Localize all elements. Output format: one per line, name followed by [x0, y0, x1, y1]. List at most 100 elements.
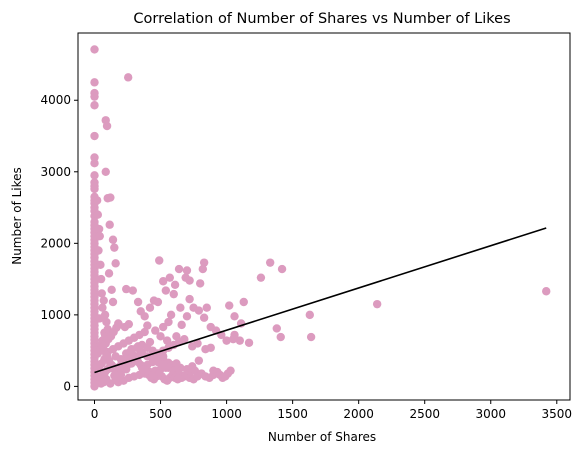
- data-point: [102, 121, 112, 131]
- chart-title: Correlation of Number of Shares vs Numbe…: [133, 11, 510, 27]
- y-tick-label: 2000: [40, 236, 71, 250]
- data-point: [104, 269, 114, 278]
- data-point: [107, 285, 116, 295]
- data-point: [124, 319, 134, 329]
- data-point: [96, 274, 106, 284]
- data-point: [165, 273, 174, 282]
- data-point: [93, 210, 103, 219]
- data-point: [372, 299, 382, 309]
- data-point: [185, 294, 194, 304]
- data-point: [277, 264, 287, 274]
- x-axis: 0 500 1000 1500 2000 2500 3000 3500: [91, 400, 572, 421]
- x-tick-label: 1500: [277, 407, 308, 421]
- data-point: [92, 372, 102, 381]
- data-point: [276, 332, 285, 342]
- data-point: [108, 235, 118, 244]
- data-point: [305, 310, 314, 320]
- data-point: [94, 246, 103, 255]
- data-point: [225, 301, 234, 310]
- data-point: [182, 266, 192, 275]
- data-point: [170, 280, 180, 290]
- data-point: [202, 303, 211, 312]
- data-point: [99, 296, 108, 305]
- data-point: [158, 277, 168, 286]
- data-point: [222, 336, 231, 345]
- data-point: [98, 303, 107, 312]
- data-point: [244, 338, 254, 347]
- data-point: [155, 256, 164, 265]
- data-point: [140, 312, 149, 321]
- data-point: [90, 92, 99, 101]
- data-point: [194, 356, 204, 365]
- data-point: [198, 264, 208, 274]
- data-point: [194, 306, 204, 315]
- data-point: [128, 286, 138, 295]
- data-point: [90, 171, 99, 180]
- data-point: [100, 310, 110, 320]
- data-point: [272, 324, 281, 333]
- data-point: [199, 258, 209, 267]
- data-point: [172, 359, 181, 368]
- data-point: [145, 303, 155, 312]
- data-point: [230, 312, 239, 321]
- data-point: [111, 259, 120, 268]
- data-point: [92, 196, 102, 205]
- data-point: [123, 73, 133, 82]
- data-point: [195, 279, 205, 288]
- data-point: [177, 320, 186, 330]
- data-point: [174, 264, 184, 274]
- data-point: [306, 332, 316, 342]
- data-point: [90, 184, 99, 194]
- points-layer: [90, 45, 551, 391]
- x-tick-label: 2500: [409, 407, 440, 421]
- data-point: [226, 366, 235, 375]
- data-point: [158, 322, 168, 332]
- data-point: [169, 289, 178, 299]
- data-point: [94, 224, 104, 234]
- data-point: [166, 310, 176, 320]
- data-point: [133, 297, 143, 307]
- data-point: [140, 327, 149, 337]
- data-point: [256, 273, 266, 282]
- data-point: [182, 312, 192, 321]
- data-point: [201, 345, 210, 354]
- y-tick-label: 3000: [40, 165, 71, 179]
- data-point: [239, 297, 248, 307]
- data-point: [90, 159, 99, 168]
- data-point: [90, 78, 99, 87]
- y-axis: 0 1000 2000 3000 4000: [40, 93, 78, 393]
- data-point: [149, 296, 159, 305]
- trend-line: [94, 227, 547, 374]
- data-point: [108, 297, 118, 307]
- x-tick-label: 1000: [211, 407, 242, 421]
- data-point: [151, 326, 160, 335]
- data-point: [235, 336, 244, 345]
- data-point: [90, 45, 99, 54]
- x-tick-label: 3000: [475, 407, 506, 421]
- data-point: [542, 287, 551, 296]
- data-point: [102, 317, 111, 327]
- x-tick-label: 3500: [542, 407, 573, 421]
- data-point: [110, 243, 119, 252]
- data-point: [162, 336, 172, 345]
- data-point: [199, 313, 209, 322]
- line-layer: [94, 227, 547, 374]
- data-point: [105, 220, 114, 229]
- data-point: [96, 260, 105, 269]
- data-point: [143, 321, 152, 330]
- y-tick-label: 1000: [40, 308, 71, 322]
- data-point: [156, 332, 165, 341]
- data-point: [102, 352, 112, 361]
- y-tick-label: 0: [63, 379, 71, 393]
- data-point: [97, 289, 106, 298]
- data-point: [185, 276, 194, 285]
- data-point: [188, 342, 197, 351]
- x-tick-label: 500: [149, 407, 172, 421]
- y-tick-label: 4000: [40, 93, 71, 107]
- data-point: [102, 375, 111, 384]
- data-point: [90, 101, 99, 110]
- data-point: [95, 231, 104, 241]
- data-point: [164, 317, 173, 327]
- data-point: [161, 286, 171, 295]
